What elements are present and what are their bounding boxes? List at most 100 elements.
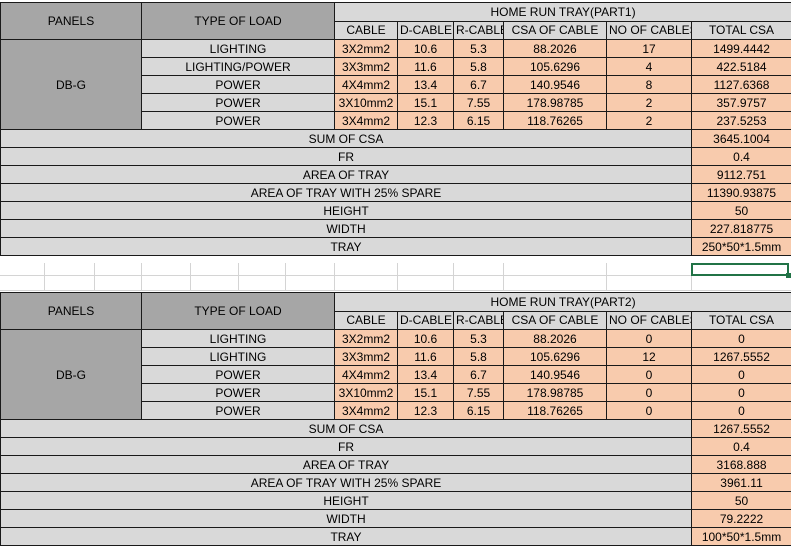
d-cable-cell[interactable]: 15.1	[397, 93, 454, 112]
header-r-cable[interactable]: R-CABLE	[453, 310, 504, 330]
total-csa-cell[interactable]: 0	[690, 365, 791, 384]
d-cable-cell[interactable]: 10.6	[397, 329, 454, 348]
summary-label[interactable]: AREA OF TRAY	[0, 455, 692, 474]
r-cable-cell[interactable]: 5.3	[453, 39, 504, 58]
cable-cell[interactable]: 3X4mm2	[334, 401, 398, 420]
r-cable-cell[interactable]: 6.7	[453, 365, 504, 384]
load-cell[interactable]: POWER	[141, 93, 335, 112]
r-cable-cell[interactable]: 6.7	[453, 75, 504, 94]
no-of-cables-cell[interactable]: 2	[606, 93, 692, 112]
r-cable-cell[interactable]: 6.15	[453, 111, 504, 130]
no-of-cables-cell[interactable]: 4	[606, 57, 692, 76]
load-cell[interactable]: LIGHTING	[141, 347, 335, 366]
no-of-cables-cell[interactable]: 0	[606, 383, 692, 402]
summary-value[interactable]: 250*50*1.5mm	[690, 237, 791, 256]
d-cable-cell[interactable]: 12.3	[397, 401, 454, 420]
no-of-cables-cell[interactable]: 0	[606, 401, 692, 420]
summary-value[interactable]: 227.818775	[690, 219, 791, 238]
selected-cell[interactable]	[691, 263, 791, 278]
summary-label[interactable]: TRAY	[0, 237, 692, 256]
d-cable-cell[interactable]: 15.1	[397, 383, 454, 402]
load-cell[interactable]: LIGHTING	[141, 39, 335, 58]
header-no-of-cables[interactable]: NO OF CABLES	[606, 310, 692, 330]
no-of-cables-cell[interactable]: 0	[606, 365, 692, 384]
summary-value[interactable]: 11390.93875	[690, 183, 791, 202]
d-cable-cell[interactable]: 11.6	[397, 57, 454, 76]
load-cell[interactable]: LIGHTING/POWER	[141, 57, 335, 76]
summary-label[interactable]: TRAY	[0, 527, 692, 546]
header-d-cable[interactable]: D-CABLE	[397, 310, 454, 330]
cable-cell[interactable]: 3X10mm2	[334, 93, 398, 112]
summary-label[interactable]: FR	[0, 147, 692, 166]
panel-cell[interactable]: DB-G	[0, 329, 142, 420]
d-cable-cell[interactable]: 13.4	[397, 75, 454, 94]
csa-cell[interactable]: 88.2026	[503, 329, 607, 348]
no-of-cables-cell[interactable]: 2	[606, 111, 692, 130]
header-total-csa[interactable]: TOTAL CSA	[690, 20, 791, 40]
header-csa-of-cable[interactable]: CSA OF CABLE	[503, 310, 607, 330]
summary-value[interactable]: 0.4	[690, 147, 791, 166]
d-cable-cell[interactable]: 10.6	[397, 39, 454, 58]
no-of-cables-cell[interactable]: 0	[606, 329, 692, 348]
summary-label[interactable]: HEIGHT	[0, 491, 692, 510]
summary-label[interactable]: WIDTH	[0, 219, 692, 238]
summary-value[interactable]: 79.2222	[690, 509, 791, 528]
summary-label[interactable]: FR	[0, 437, 692, 456]
header-d-cable[interactable]: D-CABLE	[397, 20, 454, 40]
d-cable-cell[interactable]: 11.6	[397, 347, 454, 366]
table-title[interactable]: HOME RUN TRAY(PART2)	[333, 292, 791, 312]
cable-cell[interactable]: 3X2mm2	[334, 329, 398, 348]
no-of-cables-cell[interactable]: 8	[606, 75, 692, 94]
cable-cell[interactable]: 3X2mm2	[334, 39, 398, 58]
cable-cell[interactable]: 3X3mm2	[334, 347, 398, 366]
cable-cell[interactable]: 3X10mm2	[334, 383, 398, 402]
cable-cell[interactable]: 3X3mm2	[334, 57, 398, 76]
csa-cell[interactable]: 140.9546	[503, 365, 607, 384]
header-r-cable[interactable]: R-CABLE	[453, 20, 504, 40]
total-csa-cell[interactable]: 357.9757	[690, 93, 791, 112]
header-cable[interactable]: CABLE	[334, 20, 398, 40]
load-cell[interactable]: LIGHTING	[141, 329, 335, 348]
r-cable-cell[interactable]: 5.3	[453, 329, 504, 348]
summary-value[interactable]: 9112.751	[690, 165, 791, 184]
cable-cell[interactable]: 3X4mm2	[334, 111, 398, 130]
csa-cell[interactable]: 88.2026	[503, 39, 607, 58]
csa-cell[interactable]: 140.9546	[503, 75, 607, 94]
header-panels[interactable]: PANELS	[0, 2, 142, 40]
r-cable-cell[interactable]: 5.8	[453, 57, 504, 76]
summary-label[interactable]: HEIGHT	[0, 201, 692, 220]
load-cell[interactable]: POWER	[141, 111, 335, 130]
header-type-of-load[interactable]: TYPE OF LOAD	[141, 292, 335, 330]
load-cell[interactable]: POWER	[141, 383, 335, 402]
summary-label[interactable]: WIDTH	[0, 509, 692, 528]
summary-value[interactable]: 3961.11	[690, 473, 791, 492]
cable-cell[interactable]: 4X4mm2	[334, 75, 398, 94]
summary-value[interactable]: 50	[690, 491, 791, 510]
load-cell[interactable]: POWER	[141, 365, 335, 384]
d-cable-cell[interactable]: 12.3	[397, 111, 454, 130]
total-csa-cell[interactable]: 0	[690, 401, 791, 420]
r-cable-cell[interactable]: 5.8	[453, 347, 504, 366]
cable-cell[interactable]: 4X4mm2	[334, 365, 398, 384]
header-cable[interactable]: CABLE	[334, 310, 398, 330]
total-csa-cell[interactable]: 422.5184	[690, 57, 791, 76]
summary-value[interactable]: 100*50*1.5mm	[690, 527, 791, 546]
no-of-cables-cell[interactable]: 12	[606, 347, 692, 366]
total-csa-cell[interactable]: 0	[690, 383, 791, 402]
panel-cell[interactable]: DB-G	[0, 39, 142, 130]
header-total-csa[interactable]: TOTAL CSA	[690, 310, 791, 330]
total-csa-cell[interactable]: 1499.4442	[690, 39, 791, 58]
no-of-cables-cell[interactable]: 17	[606, 39, 692, 58]
summary-value[interactable]: 3168.888	[690, 455, 791, 474]
header-no-of-cables[interactable]: NO OF CABLES	[606, 20, 692, 40]
total-csa-cell[interactable]: 0	[690, 329, 791, 348]
load-cell[interactable]: POWER	[141, 75, 335, 94]
header-type-of-load[interactable]: TYPE OF LOAD	[141, 2, 335, 40]
summary-value[interactable]: 50	[690, 201, 791, 220]
summary-label[interactable]: SUM OF CSA	[0, 129, 692, 148]
summary-value[interactable]: 3645.1004	[690, 129, 791, 148]
table-title[interactable]: HOME RUN TRAY(PART1)	[333, 2, 791, 22]
header-csa-of-cable[interactable]: CSA OF CABLE	[503, 20, 607, 40]
empty-rows[interactable]	[0, 263, 791, 291]
summary-value[interactable]: 1267.5552	[690, 419, 791, 438]
